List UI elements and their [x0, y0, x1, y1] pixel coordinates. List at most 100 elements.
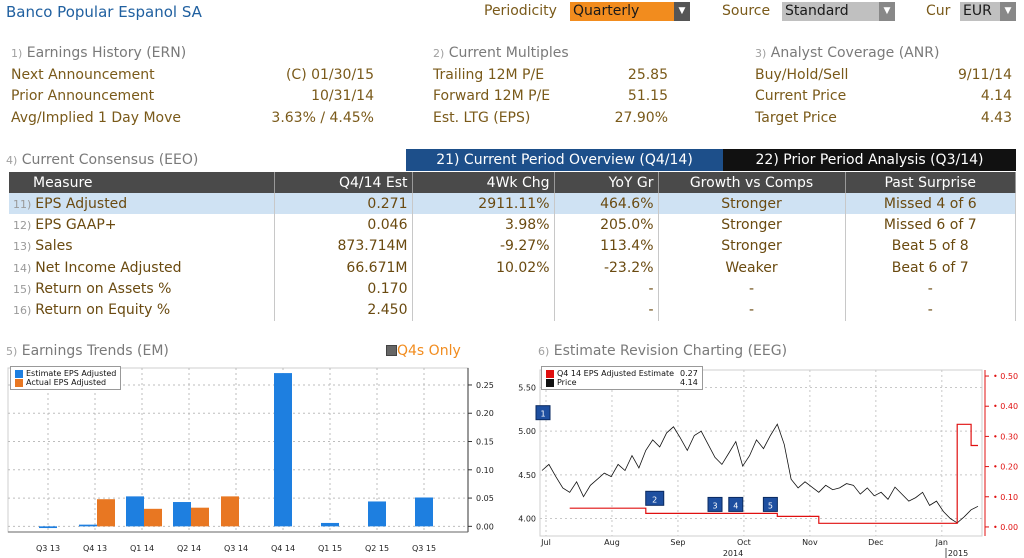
column-header[interactable]: 4Wk Chg — [412, 172, 555, 193]
table-row[interactable]: 13) Sales 873.714M -9.27% 113.4% Stronger Beat… — [9, 235, 1016, 257]
column-header[interactable]: YoY Gr — [554, 172, 659, 193]
tab-prior-period[interactable]: 22) Prior Period Analysis (Q3/14) — [723, 149, 1016, 171]
y-tick-label-right: • 0.10 — [993, 493, 1018, 502]
legend-swatch — [15, 369, 23, 378]
table-row[interactable]: 16) Return on Equity % 2.450- - - — [9, 299, 1016, 321]
legend-item: Actual EPS Adjusted — [15, 378, 116, 387]
estimate-bar[interactable] — [415, 497, 433, 527]
x-tick-label: Q1 15 — [318, 544, 342, 553]
analyst-coverage-title[interactable]: 3) Analyst Coverage (ANR) — [755, 45, 940, 61]
actual-bar[interactable] — [221, 496, 239, 527]
y-tick-label: 0.00 — [476, 522, 494, 531]
multiples-row-label: Est. LTG (EPS) — [433, 110, 531, 126]
earnings-history-row-value: 3.63% / 4.45% — [271, 110, 374, 126]
table-cell: -23.2% — [554, 256, 659, 279]
estimate-bar[interactable] — [173, 502, 191, 527]
table-cell: 464.6% — [554, 193, 659, 215]
consensus-title[interactable]: 4) Current Consensus (EEO) — [6, 152, 199, 168]
estimate-bar[interactable] — [368, 501, 386, 527]
measure-label: Return on Equity % — [35, 302, 171, 319]
current-multiples-title[interactable]: 2) Current Multiples — [433, 45, 569, 61]
multiples-row-label: Forward 12M P/E — [433, 88, 551, 104]
legend-swatch — [546, 369, 554, 378]
analyst-row-label: Current Price — [755, 88, 847, 104]
table-cell: - — [554, 299, 659, 321]
x-tick-label: Q3 13 — [36, 544, 60, 553]
checkbox-icon[interactable] — [386, 345, 397, 356]
legend-swatch — [15, 378, 23, 387]
event-marker[interactable] — [728, 496, 744, 512]
periodicity-select[interactable]: Quarterly ▼ — [570, 2, 690, 21]
column-header[interactable]: Q4/14 Est — [274, 172, 413, 193]
y-tick-label: 0.25 — [476, 381, 494, 390]
q4s-only-toggle[interactable]: Q4s Only — [386, 343, 461, 359]
y-tick-label-right: • 0.00 — [993, 523, 1018, 532]
y-tick-label: 0.20 — [476, 409, 494, 418]
earnings-trends-legend: Estimate EPS Adjusted Actual EPS Adjuste… — [10, 366, 122, 390]
estimate-bar[interactable] — [39, 526, 57, 529]
table-cell: - — [845, 299, 1016, 321]
analyst-row-label: Buy/Hold/Sell — [755, 67, 849, 83]
event-marker[interactable] — [707, 496, 723, 512]
y-tick-label-left: 4.50 — [518, 471, 536, 480]
event-marker[interactable] — [535, 405, 551, 421]
earnings-trends-chart: 0.00 0.05 0.10 0.15 0.20 0.25 Q3 13 Q4 13 Q1 14 Q… — [7, 367, 494, 553]
x-tick-label: Jan — [935, 538, 948, 547]
chevron-down-icon[interactable]: ▼ — [1000, 2, 1016, 21]
x-tick-label: Q1 14 — [130, 544, 154, 553]
column-header[interactable]: Growth vs Comps — [658, 172, 846, 193]
estimate-line — [569, 423, 978, 524]
event-marker[interactable] — [762, 496, 778, 512]
earnings-history-title[interactable]: 1) Earnings History (ERN) — [11, 45, 187, 61]
estimate-bar[interactable] — [79, 524, 97, 527]
estimate-revision-chart: 4.00 4.50 5.00 5.50 • 0.00 • 0.10 • 0.20 • 0.30… — [518, 369, 1018, 558]
estimate-bar[interactable] — [126, 496, 144, 527]
currency-select[interactable]: EUR ▼ — [960, 2, 1016, 21]
table-cell: 113.4% — [554, 235, 659, 257]
currency-value: EUR — [963, 3, 992, 19]
event-marker-label: 5 — [768, 501, 773, 510]
event-marker-label: 4 — [733, 501, 738, 510]
table-row[interactable]: 12) EPS GAAP+ 0.046 3.98% 205.0% Stronger Miss… — [9, 214, 1016, 236]
chevron-down-icon[interactable]: ▼ — [879, 2, 895, 21]
actual-bar[interactable] — [144, 508, 162, 527]
tab-current-period[interactable]: 21) Current Period Overview (Q4/14) — [406, 149, 723, 171]
table-row[interactable]: 14) Net Income Adjusted 66.671M 10.02% -23.2… — [9, 256, 1016, 279]
y-tick-label-right: • 0.40 — [993, 402, 1018, 411]
consensus-table: Measure Q4/14 Est 4Wk Chg YoY Gr Growth … — [9, 172, 1016, 321]
event-marker[interactable] — [645, 490, 665, 506]
column-header[interactable]: Measure — [9, 172, 275, 193]
measure-label: Net Income Adjusted — [35, 259, 182, 276]
multiples-row-label: Trailing 12M P/E — [433, 67, 545, 83]
measure-cell: 11) EPS Adjusted — [9, 193, 275, 215]
source-label: Source — [722, 3, 771, 19]
table-row[interactable]: 15) Return on Assets % 0.170- - - — [9, 278, 1016, 300]
y-tick-label-right: • 0.50 — [993, 372, 1018, 381]
source-select[interactable]: Standard ▼ — [782, 2, 895, 21]
actual-bar[interactable] — [97, 499, 115, 527]
x-tick-label: Q4 13 — [83, 544, 107, 553]
analyst-row-value: 4.43 — [980, 110, 1012, 126]
plot-area — [539, 369, 983, 537]
earnings-history-row-value: (C) 01/30/15 — [285, 67, 374, 83]
table-cell: Beat 6 of 7 — [845, 256, 1016, 279]
measure-label: EPS Adjusted — [35, 195, 128, 212]
chevron-down-icon[interactable]: ▼ — [674, 2, 690, 21]
table-cell: Missed 6 of 7 — [845, 214, 1016, 236]
x-tick-label: Dec — [868, 538, 883, 547]
source-value: Standard — [785, 3, 849, 19]
table-row[interactable]: 11) EPS Adjusted 0.271 2911.11% 464.6% Strong… — [9, 193, 1016, 215]
measure-cell: 13) Sales — [9, 235, 275, 257]
x-tick-label: Q3 14 — [224, 544, 248, 553]
actual-bar[interactable] — [191, 507, 209, 527]
table-cell: 873.714M — [274, 235, 413, 257]
earnings-history-row-label: Next Announcement — [11, 67, 155, 83]
estimate-bar[interactable] — [274, 373, 292, 527]
column-header[interactable]: Past Surprise — [845, 172, 1016, 193]
legend-swatch — [546, 378, 554, 387]
measure-cell: 16) Return on Equity % — [9, 299, 275, 321]
estimate-revision-title[interactable]: 6) Estimate Revision Charting (EEG) — [538, 343, 788, 359]
earnings-trends-title[interactable]: 5) Earnings Trends (EM) — [6, 343, 169, 359]
analyst-row-value: 4.14 — [980, 88, 1012, 104]
estimate-bar[interactable] — [321, 522, 339, 527]
